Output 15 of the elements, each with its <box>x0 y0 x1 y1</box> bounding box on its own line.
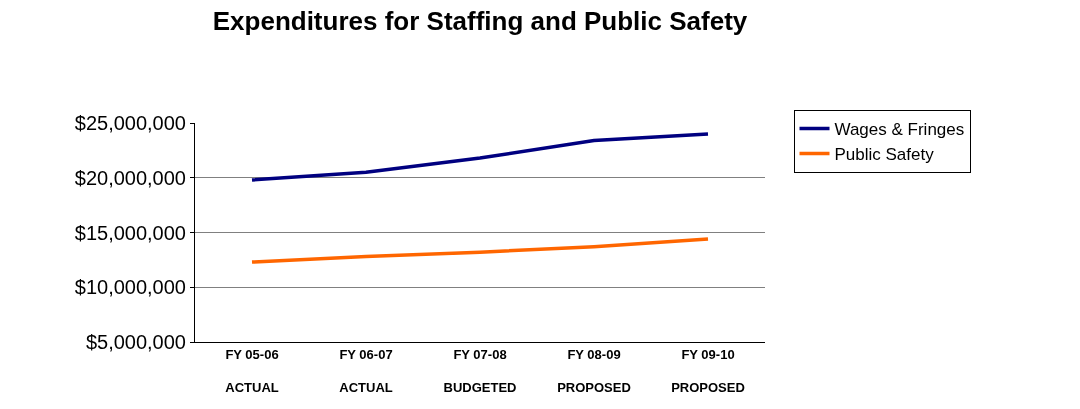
category-label: FY 05-06 ACTUAL <box>225 346 279 396</box>
y-tick-label: $20,000,000 <box>74 166 186 189</box>
line-series <box>250 237 710 264</box>
line-series <box>250 132 710 182</box>
legend-label: Wages & Fringes <box>834 120 965 140</box>
legend-label: Public Safety <box>834 145 935 165</box>
category-label: FY 09-10 PROPOSED <box>671 346 745 396</box>
y-tick-label: $15,000,000 <box>74 221 186 244</box>
category-label: FY 08-09 PROPOSED <box>557 346 631 396</box>
y-tick-label: $5,000,000 <box>85 331 186 353</box>
y-tick-label: $25,000,000 <box>74 112 186 134</box>
chart-title: Expenditures for Staffing and Public Safety <box>212 6 748 37</box>
category-label: FY 07-08 BUDGETED <box>443 346 517 396</box>
category-label: FY 06-07 ACTUAL <box>339 346 393 396</box>
y-tick-label: $10,000,000 <box>74 276 186 299</box>
